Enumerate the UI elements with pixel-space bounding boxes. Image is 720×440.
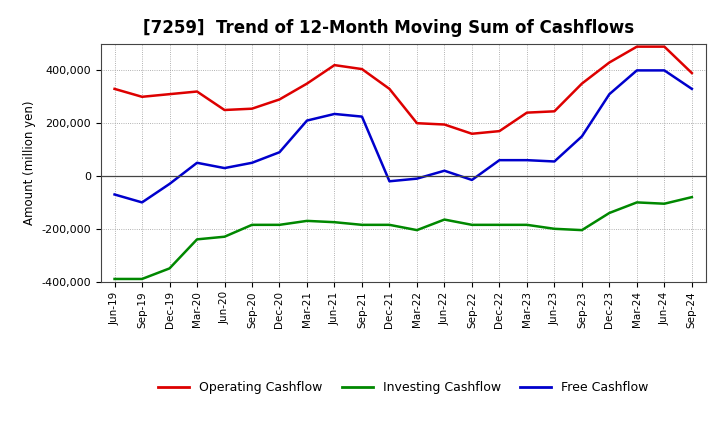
Free Cashflow (138, 200, 146, 205)
Investing Cashflow (440, 217, 449, 222)
Operating Cashflow (275, 97, 284, 102)
Operating Cashflow (467, 131, 476, 136)
Free Cashflow (330, 111, 339, 117)
Free Cashflow (577, 134, 586, 139)
Investing Cashflow (660, 201, 669, 206)
Investing Cashflow (275, 222, 284, 227)
Investing Cashflow (550, 226, 559, 231)
Operating Cashflow (358, 66, 366, 72)
Investing Cashflow (220, 234, 229, 239)
Investing Cashflow (413, 227, 421, 233)
Free Cashflow (275, 150, 284, 155)
Operating Cashflow (440, 122, 449, 127)
Y-axis label: Amount (million yen): Amount (million yen) (23, 101, 36, 225)
Operating Cashflow (330, 62, 339, 68)
Line: Investing Cashflow: Investing Cashflow (114, 197, 692, 279)
Free Cashflow (523, 158, 531, 163)
Operating Cashflow (577, 81, 586, 86)
Operating Cashflow (413, 121, 421, 126)
Free Cashflow (248, 160, 256, 165)
Line: Free Cashflow: Free Cashflow (114, 70, 692, 202)
Investing Cashflow (330, 220, 339, 225)
Free Cashflow (440, 168, 449, 173)
Operating Cashflow (633, 44, 642, 49)
Free Cashflow (605, 92, 613, 97)
Investing Cashflow (358, 222, 366, 227)
Free Cashflow (467, 177, 476, 183)
Operating Cashflow (660, 44, 669, 49)
Free Cashflow (495, 158, 504, 163)
Operating Cashflow (523, 110, 531, 115)
Text: [7259]  Trend of 12-Month Moving Sum of Cashflows: [7259] Trend of 12-Month Moving Sum of C… (143, 19, 634, 37)
Operating Cashflow (193, 89, 202, 94)
Free Cashflow (358, 114, 366, 119)
Free Cashflow (302, 118, 311, 123)
Investing Cashflow (302, 218, 311, 224)
Free Cashflow (633, 68, 642, 73)
Investing Cashflow (467, 222, 476, 227)
Free Cashflow (220, 165, 229, 171)
Line: Operating Cashflow: Operating Cashflow (114, 47, 692, 134)
Operating Cashflow (302, 81, 311, 86)
Investing Cashflow (495, 222, 504, 227)
Free Cashflow (660, 68, 669, 73)
Free Cashflow (413, 176, 421, 181)
Legend: Operating Cashflow, Investing Cashflow, Free Cashflow: Operating Cashflow, Investing Cashflow, … (153, 376, 653, 399)
Operating Cashflow (220, 107, 229, 113)
Investing Cashflow (165, 266, 174, 271)
Operating Cashflow (605, 60, 613, 65)
Investing Cashflow (193, 237, 202, 242)
Free Cashflow (165, 181, 174, 187)
Operating Cashflow (550, 109, 559, 114)
Free Cashflow (688, 86, 696, 92)
Investing Cashflow (110, 276, 119, 282)
Investing Cashflow (688, 194, 696, 200)
Investing Cashflow (633, 200, 642, 205)
Investing Cashflow (385, 222, 394, 227)
Investing Cashflow (138, 276, 146, 282)
Investing Cashflow (523, 222, 531, 227)
Free Cashflow (550, 159, 559, 164)
Investing Cashflow (577, 227, 586, 233)
Free Cashflow (385, 179, 394, 184)
Operating Cashflow (688, 70, 696, 76)
Operating Cashflow (495, 128, 504, 134)
Free Cashflow (193, 160, 202, 165)
Operating Cashflow (165, 92, 174, 97)
Investing Cashflow (248, 222, 256, 227)
Investing Cashflow (605, 210, 613, 216)
Operating Cashflow (138, 94, 146, 99)
Operating Cashflow (248, 106, 256, 111)
Free Cashflow (110, 192, 119, 197)
Operating Cashflow (385, 86, 394, 92)
Operating Cashflow (110, 86, 119, 92)
